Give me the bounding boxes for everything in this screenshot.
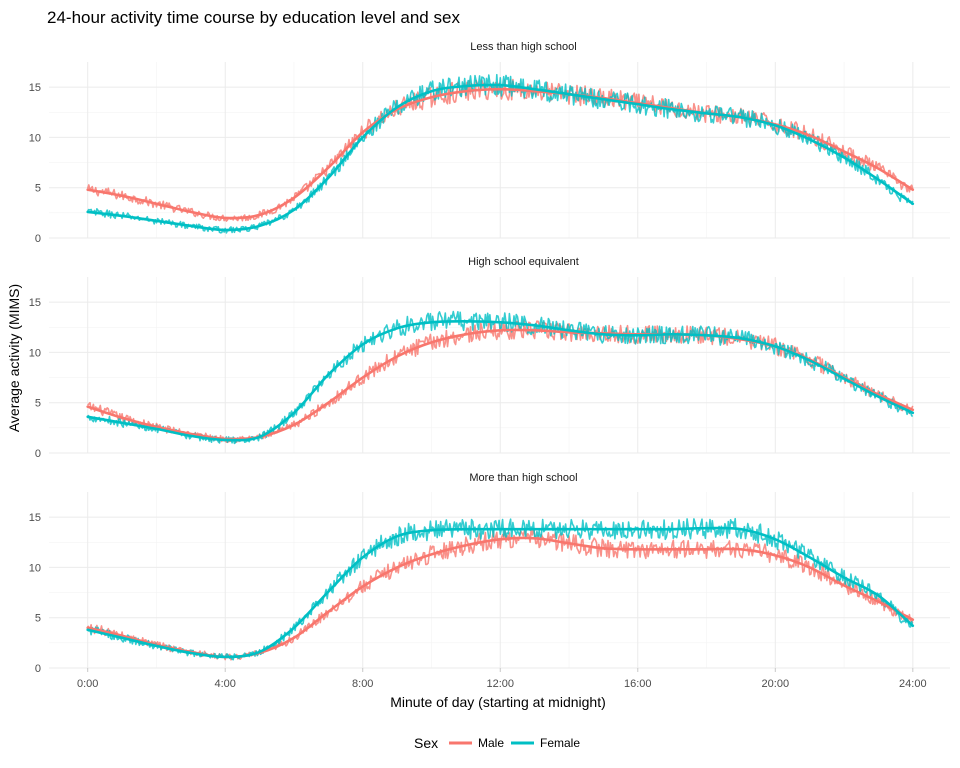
y-tick-label: 0	[35, 663, 41, 675]
y-tick-label: 5	[35, 398, 41, 410]
x-tick-label: 12:00	[486, 678, 514, 690]
x-tick-label: 20:00	[762, 678, 790, 690]
y-tick-label: 10	[29, 562, 41, 574]
y-axis-title: Average activity (MIMS)	[6, 284, 22, 432]
x-axis-tick-labels: 0:00 4:00 8:00 12:00 16:00 20:00 24:00	[77, 668, 927, 690]
x-tick-label: 24:00	[899, 678, 927, 690]
raw-line-female	[87, 73, 914, 234]
facet-panel: 0 5 10 15 More than high school	[29, 472, 950, 675]
y-tick-label: 10	[29, 347, 41, 359]
x-tick-label: 8:00	[352, 678, 373, 690]
legend-title: Sex	[414, 735, 438, 751]
facet-strip-label: High school equivalent	[468, 256, 579, 268]
facet-strip-label: More than high school	[469, 472, 577, 484]
y-tick-label: 0	[35, 233, 41, 245]
chart-title: 24-hour activity time course by educatio…	[47, 8, 460, 27]
legend-label-female: Female	[540, 736, 580, 750]
facet-strip-label: Less than high school	[470, 41, 576, 53]
x-tick-label: 0:00	[77, 678, 98, 690]
x-axis-title: Minute of day (starting at midnight)	[390, 694, 606, 710]
facet-panels: 0 5 10 15 Less than high school 0 5 10 15 High sc…	[29, 41, 950, 675]
smooth-line-female	[86, 526, 915, 659]
y-tick-label: 15	[29, 82, 41, 94]
x-tick-label: 4:00	[215, 678, 236, 690]
y-tick-label: 15	[29, 512, 41, 524]
y-tick-label: 10	[29, 132, 41, 144]
smooth-line-female	[86, 319, 915, 442]
y-tick-label: 15	[29, 297, 41, 309]
x-tick-label: 16:00	[624, 678, 652, 690]
smooth-line-female	[86, 83, 915, 232]
y-tick-label: 5	[35, 183, 41, 195]
legend-label-male: Male	[478, 736, 504, 750]
facet-panel: 0 5 10 15 Less than high school	[29, 41, 950, 245]
y-tick-label: 5	[35, 613, 41, 625]
facet-panel: 0 5 10 15 High school equivalent	[29, 256, 950, 460]
legend: Sex Male Female	[414, 735, 580, 751]
y-tick-label: 0	[35, 448, 41, 460]
